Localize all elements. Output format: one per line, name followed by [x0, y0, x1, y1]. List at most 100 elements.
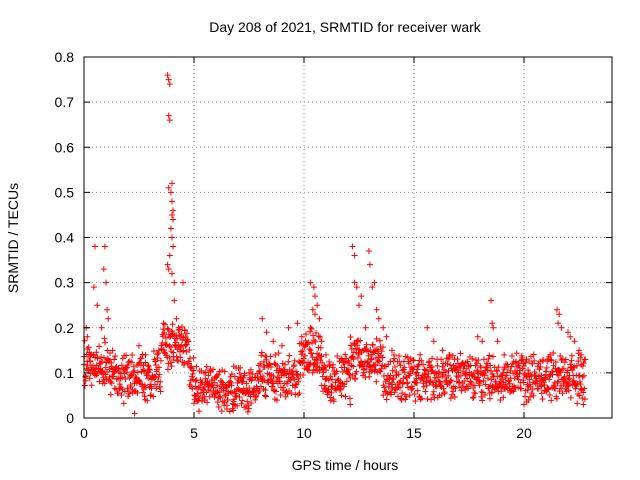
data-point: [487, 362, 494, 369]
data-point: [369, 342, 376, 349]
data-point: [181, 359, 188, 366]
data-point: [343, 378, 350, 385]
data-point: [215, 371, 222, 378]
data-point: [304, 366, 311, 373]
data-point: [490, 324, 497, 331]
data-point: [283, 380, 290, 387]
data-point: [449, 352, 456, 359]
data-point: [90, 284, 97, 291]
data-point: [356, 302, 362, 309]
data-point: [351, 252, 358, 259]
data-point: [170, 207, 177, 214]
y-tick-label: 0.2: [55, 320, 75, 336]
data-point: [221, 368, 228, 375]
data-point: [312, 338, 319, 345]
data-point: [141, 393, 148, 400]
data-point: [513, 358, 520, 365]
data-point: [317, 333, 324, 340]
data-point: [342, 351, 349, 358]
data-point: [482, 381, 489, 388]
data-point: [155, 364, 162, 371]
data-point: [310, 332, 317, 339]
data-point: [580, 372, 587, 379]
data-point: [469, 394, 476, 401]
data-point: [136, 359, 143, 366]
data-point: [118, 383, 125, 390]
data-point: [292, 381, 299, 388]
data-point: [151, 381, 158, 388]
chart-title: Day 208 of 2021, SRMTID for receiver war…: [209, 19, 482, 35]
data-point: [373, 335, 380, 342]
data-point: [177, 354, 184, 361]
data-point: [341, 358, 348, 365]
data-point: [157, 388, 164, 395]
data-point: [134, 369, 141, 376]
data-point: [411, 364, 418, 371]
data-point: [101, 380, 108, 387]
data-point: [538, 372, 545, 379]
data-point: [277, 391, 284, 398]
data-point: [325, 386, 332, 393]
data-point: [506, 380, 513, 387]
data-point: [578, 351, 585, 358]
data-point: [378, 365, 385, 372]
data-point: [389, 347, 395, 354]
data-point: [120, 400, 127, 407]
data-point: [434, 362, 441, 369]
data-point: [446, 351, 453, 358]
data-point: [530, 351, 537, 358]
data-point: [464, 358, 471, 365]
data-point: [428, 363, 435, 370]
data-point: [164, 72, 171, 79]
data-point: [131, 410, 138, 417]
data-point: [263, 356, 270, 363]
data-point: [176, 348, 183, 355]
data-point: [161, 329, 168, 336]
data-point: [465, 385, 472, 392]
data-point: [312, 293, 318, 300]
data-point: [186, 360, 193, 367]
data-point: [228, 382, 235, 389]
data-point: [425, 370, 432, 377]
data-point: [161, 321, 168, 328]
data-point: [169, 211, 175, 218]
data-point: [328, 382, 335, 389]
data-point: [202, 369, 209, 376]
data-point: [329, 376, 336, 383]
data-point: [358, 358, 365, 365]
data-point: [552, 385, 559, 392]
data-point: [100, 376, 107, 383]
data-point: [397, 384, 404, 391]
data-point: [224, 396, 231, 403]
data-point: [165, 76, 172, 83]
y-tick-label: 0.5: [55, 184, 75, 200]
data-point: [383, 396, 390, 403]
data-point: [216, 393, 223, 400]
data-point: [357, 337, 364, 344]
data-point: [122, 376, 129, 383]
x-tick-label: 0: [80, 425, 88, 441]
data-point: [548, 357, 555, 364]
data-point: [150, 348, 157, 355]
data-point: [545, 385, 552, 392]
data-point: [142, 351, 149, 358]
data-point: [292, 384, 299, 391]
data-point: [303, 331, 310, 338]
data-point: [271, 360, 278, 367]
data-point: [423, 382, 430, 389]
data-point: [231, 373, 238, 380]
data-point: [189, 370, 196, 377]
data-point: [474, 333, 481, 340]
data-point: [215, 404, 222, 411]
data-point: [214, 382, 221, 389]
data-point: [246, 385, 253, 392]
data-point: [495, 388, 502, 395]
data-point: [406, 392, 413, 399]
data-point: [581, 396, 588, 403]
data-point: [350, 363, 357, 370]
data-point: [262, 387, 269, 394]
data-point: [276, 378, 283, 385]
data-point: [430, 391, 437, 398]
data-point: [577, 354, 584, 361]
data-point: [213, 372, 220, 379]
